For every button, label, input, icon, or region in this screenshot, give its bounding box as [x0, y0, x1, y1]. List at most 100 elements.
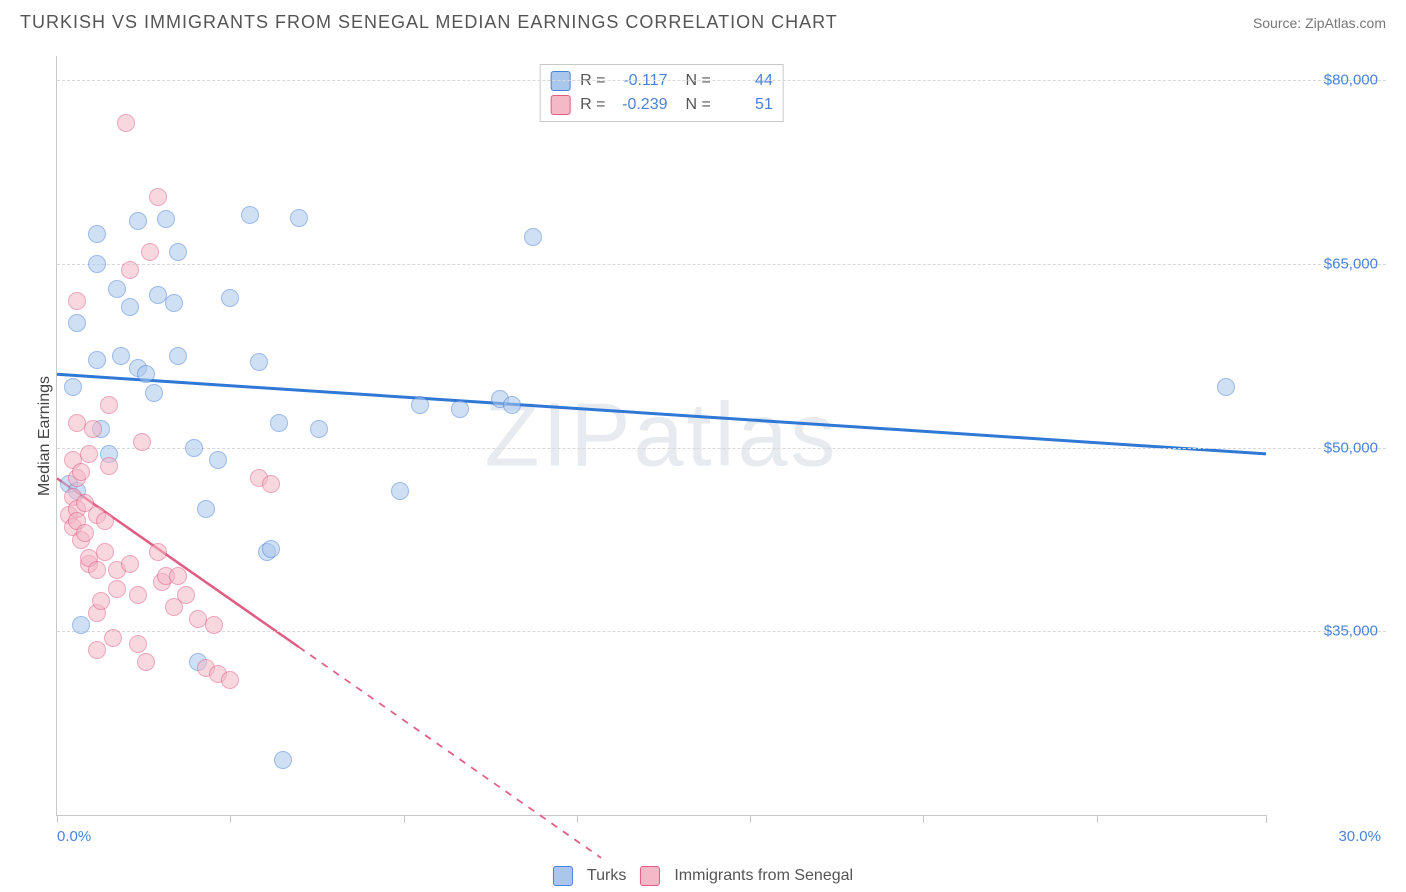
stats-row: R = -0.239 N = 51 [550, 93, 773, 117]
data-point [169, 567, 187, 585]
legend-swatch [553, 866, 573, 886]
data-point [185, 439, 203, 457]
data-point [137, 653, 155, 671]
data-point [112, 347, 130, 365]
data-point [137, 365, 155, 383]
data-point [108, 580, 126, 598]
x-axis-label-max: 30.0% [1338, 828, 1381, 845]
y-axis-label: $80,000 [1324, 72, 1378, 89]
data-point [524, 228, 542, 246]
data-point [209, 451, 227, 469]
data-point [72, 616, 90, 634]
plot-area: ZIPatlas Median Earnings R =-0.117N =44R… [56, 56, 1266, 816]
legend-label: Turks [587, 867, 626, 885]
gridline [57, 448, 1386, 449]
data-point [88, 351, 106, 369]
data-point [250, 353, 268, 371]
data-point [121, 298, 139, 316]
correlation-stats-box: R =-0.117N =44R =-0.239N =51 [539, 64, 784, 122]
data-point [451, 400, 469, 418]
data-point [96, 543, 114, 561]
x-tick [750, 815, 751, 823]
data-point [100, 457, 118, 475]
data-point [133, 433, 151, 451]
chart-title: TURKISH VS IMMIGRANTS FROM SENEGAL MEDIA… [20, 12, 838, 33]
data-point [121, 555, 139, 573]
x-tick [577, 815, 578, 823]
data-point [411, 396, 429, 414]
data-point [241, 206, 259, 224]
data-point [88, 225, 106, 243]
r-label: R = [580, 96, 605, 114]
trend-lines [57, 56, 1266, 815]
legend-label: Immigrants from Senegal [674, 867, 853, 885]
r-value: -0.239 [616, 96, 668, 114]
data-point [221, 289, 239, 307]
chart-source: Source: ZipAtlas.com [1253, 15, 1386, 31]
x-tick [404, 815, 405, 823]
data-point [141, 243, 159, 261]
legend-swatch [640, 866, 660, 886]
y-axis-title: Median Earnings [36, 375, 54, 495]
data-point [92, 592, 110, 610]
data-point [205, 616, 223, 634]
data-point [262, 475, 280, 493]
x-tick [1097, 815, 1098, 823]
chart-container: ZIPatlas Median Earnings R =-0.117N =44R… [20, 48, 1386, 852]
data-point [96, 512, 114, 530]
data-point [1217, 378, 1235, 396]
data-point [100, 396, 118, 414]
x-tick [57, 815, 58, 823]
data-point [80, 445, 98, 463]
data-point [88, 641, 106, 659]
data-point [262, 540, 280, 558]
x-axis-label-min: 0.0% [57, 828, 91, 845]
data-point [177, 586, 195, 604]
data-point [169, 347, 187, 365]
data-point [104, 629, 122, 647]
data-point [88, 561, 106, 579]
data-point [129, 635, 147, 653]
y-axis-label: $35,000 [1324, 623, 1378, 640]
n-label: N = [686, 96, 711, 114]
data-point [221, 671, 239, 689]
y-axis-label: $65,000 [1324, 256, 1378, 273]
chart-header: TURKISH VS IMMIGRANTS FROM SENEGAL MEDIA… [0, 0, 1406, 39]
y-axis-label: $50,000 [1324, 439, 1378, 456]
data-point [149, 188, 167, 206]
trend-line-extrapolated [299, 647, 601, 858]
data-point [84, 420, 102, 438]
data-point [117, 114, 135, 132]
data-point [274, 751, 292, 769]
legend: Turks Immigrants from Senegal [553, 866, 853, 886]
data-point [129, 212, 147, 230]
data-point [145, 384, 163, 402]
data-point [149, 543, 167, 561]
data-point [157, 210, 175, 228]
data-point [270, 414, 288, 432]
data-point [121, 261, 139, 279]
watermark: ZIPatlas [484, 384, 838, 487]
data-point [169, 243, 187, 261]
x-tick [230, 815, 231, 823]
data-point [310, 420, 328, 438]
data-point [72, 463, 90, 481]
gridline [57, 631, 1386, 632]
data-point [503, 396, 521, 414]
data-point [64, 378, 82, 396]
data-point [108, 280, 126, 298]
data-point [76, 524, 94, 542]
data-point [68, 314, 86, 332]
trend-line [57, 374, 1266, 454]
data-point [197, 500, 215, 518]
data-point [165, 294, 183, 312]
n-value: 51 [721, 96, 773, 114]
data-point [391, 482, 409, 500]
gridline [57, 264, 1386, 265]
legend-swatch [550, 95, 570, 115]
x-tick [923, 815, 924, 823]
x-tick [1266, 815, 1267, 823]
data-point [88, 255, 106, 273]
data-point [290, 209, 308, 227]
data-point [129, 586, 147, 604]
